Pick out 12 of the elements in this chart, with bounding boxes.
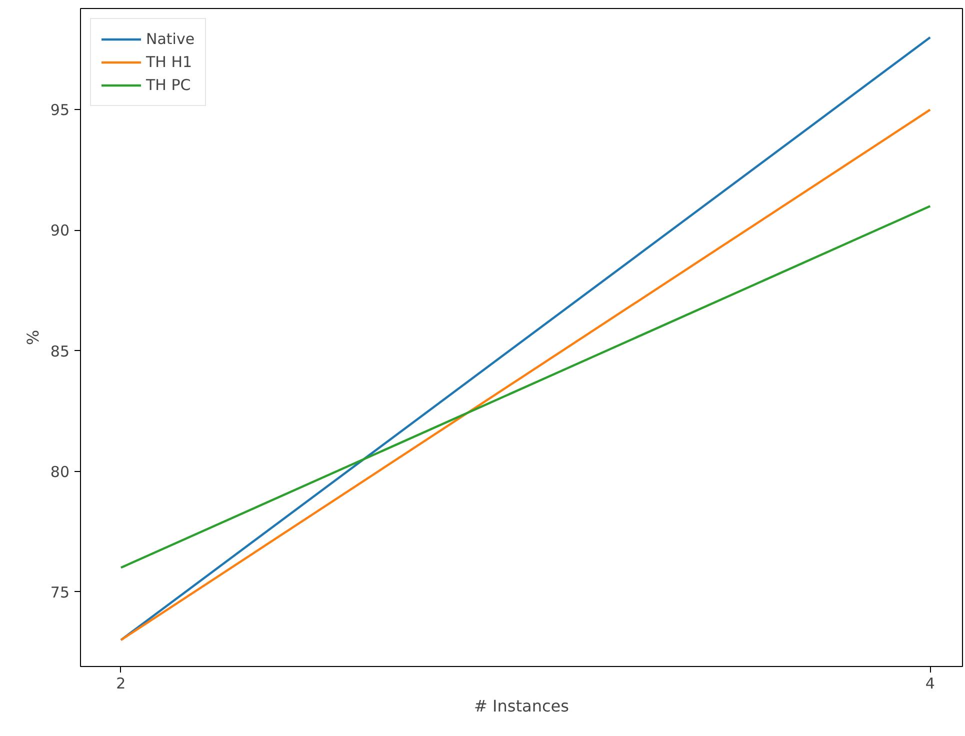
- x-tick-label: 2: [116, 674, 126, 692]
- x-tick-label: 4: [925, 674, 935, 692]
- y-tick-label: 90: [50, 222, 70, 240]
- y-tick-label: 85: [50, 342, 70, 360]
- legend-label: TH PC: [146, 76, 191, 94]
- y-axis-title: %: [23, 330, 42, 346]
- legend-label: Native: [146, 30, 195, 48]
- y-tick-label: 95: [50, 101, 70, 120]
- y-tick-label: 80: [50, 462, 70, 481]
- y-tick-label: 75: [50, 583, 70, 602]
- x-axis-title: # Instances: [474, 696, 569, 716]
- legend-label: TH H1: [146, 53, 192, 71]
